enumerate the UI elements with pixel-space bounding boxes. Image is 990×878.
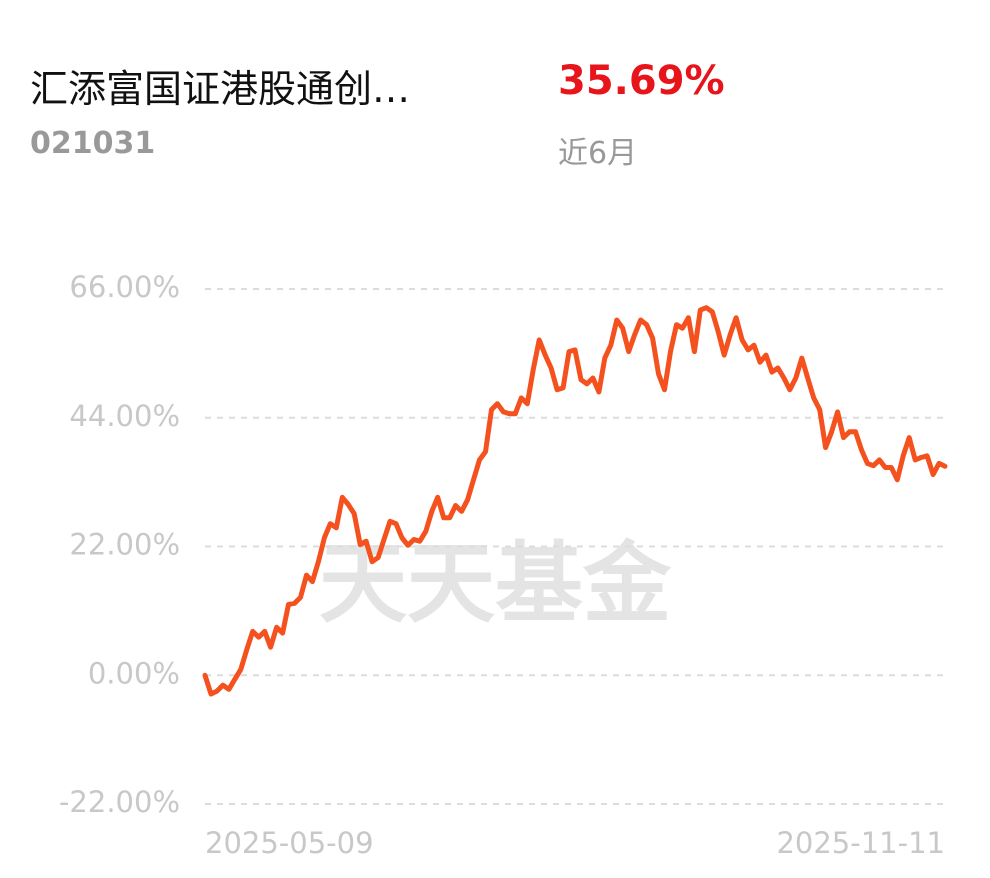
y-tick-label: 0.00% (88, 656, 180, 690)
period-label: 近6月 (558, 136, 638, 171)
fund-return: 35.69% (558, 58, 725, 104)
y-tick-label: 44.00% (69, 399, 180, 433)
fund-name: 汇添富国证港股通创… (30, 67, 411, 111)
watermark: 天天基金 (319, 532, 672, 635)
y-tick-label: 66.00% (69, 270, 180, 304)
fund-code: 021031 (30, 126, 156, 161)
line-series (202, 305, 948, 697)
y-tick-label: -22.00% (59, 785, 180, 819)
x-tick-label: 2025-05-09 (205, 826, 374, 860)
x-tick-label: 2025-11-11 (776, 826, 945, 860)
y-tick-label: 22.00% (69, 528, 180, 562)
